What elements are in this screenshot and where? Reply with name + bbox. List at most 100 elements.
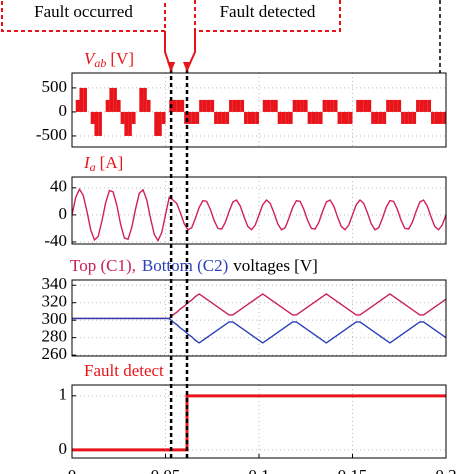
- bar: [120, 111, 125, 124]
- bar: [318, 111, 323, 124]
- bar: [296, 99, 301, 112]
- bar: [337, 111, 342, 124]
- data-line: [72, 187, 446, 243]
- bar: [303, 99, 308, 112]
- bar: [427, 99, 432, 112]
- bar: [128, 111, 132, 136]
- title-symbol: V: [84, 49, 97, 68]
- y-tick-label: -500: [36, 125, 67, 144]
- arrow-head: [167, 62, 176, 72]
- x-tick-label: 0.2: [435, 466, 456, 474]
- bar: [116, 99, 121, 112]
- y-tick-label: 320: [42, 292, 68, 311]
- bar: [326, 99, 331, 112]
- bar: [285, 111, 289, 124]
- bar: [229, 99, 233, 112]
- x-tick-label: 0.1: [248, 466, 269, 474]
- bar: [322, 99, 327, 112]
- bar: [374, 111, 379, 124]
- y-tick-label: -40: [44, 231, 67, 250]
- bar: [113, 87, 117, 112]
- title-text: Fault detect: [84, 361, 164, 380]
- bar: [83, 87, 87, 112]
- y-tick-label: 500: [42, 77, 68, 96]
- bar: [240, 99, 245, 112]
- y-tick-label: 300: [42, 309, 68, 328]
- bar: [412, 111, 417, 124]
- bar: [277, 111, 282, 124]
- bar: [382, 111, 387, 124]
- bar: [75, 99, 80, 112]
- title-symbol: I: [83, 153, 91, 172]
- bar: [98, 111, 102, 136]
- bar: [300, 99, 304, 112]
- bar: [419, 99, 424, 112]
- bar: [434, 111, 439, 124]
- panel-title: Vab [V]: [84, 49, 134, 70]
- bar: [187, 111, 192, 124]
- plot-frame: [71, 176, 447, 245]
- plot-area: [72, 293, 446, 344]
- plot-area: [72, 187, 446, 243]
- annotation-box: [1, 0, 166, 32]
- annotation-text: Fault detected: [220, 2, 316, 21]
- bar: [90, 111, 95, 124]
- bar: [389, 99, 394, 112]
- bar: [195, 111, 200, 124]
- annotation-box: [194, 0, 341, 32]
- bar: [247, 111, 252, 124]
- bar: [206, 99, 211, 112]
- bar: [161, 111, 166, 124]
- legend-entry: Bottom (C2): [142, 256, 228, 275]
- bar: [172, 99, 177, 112]
- bar: [292, 99, 297, 112]
- bar: [386, 99, 390, 112]
- y-tick-label: 260: [42, 344, 68, 363]
- legend-entry: Top (C1),: [70, 256, 136, 275]
- bar: [154, 111, 159, 136]
- bar: [158, 111, 162, 136]
- bar: [408, 111, 413, 124]
- bar: [401, 111, 405, 124]
- bar: [255, 111, 259, 124]
- bar: [363, 99, 368, 112]
- bar: [105, 99, 110, 112]
- bar: [176, 99, 181, 112]
- bar: [356, 99, 360, 112]
- bar: [124, 111, 129, 136]
- plot-frame: [71, 279, 447, 357]
- panel-title: Ia [A]: [83, 153, 123, 174]
- bar: [184, 111, 188, 124]
- panel-title: Top (C1), Bottom (C2) voltages [V]: [70, 256, 318, 275]
- y-tick-label: 40: [50, 177, 67, 196]
- bar: [214, 111, 218, 124]
- bar: [270, 99, 274, 112]
- bar: [191, 111, 196, 124]
- bar: [262, 99, 267, 112]
- title-subscript: ab: [94, 56, 106, 70]
- bar: [281, 111, 286, 124]
- y-tick-label: 0: [59, 204, 68, 223]
- panel-title: Fault detect: [84, 361, 164, 380]
- y-tick-label: 0: [59, 439, 68, 458]
- bar: [225, 111, 230, 124]
- bar: [333, 99, 338, 112]
- bar: [378, 111, 383, 124]
- bar: [359, 99, 364, 112]
- plot-frame: [71, 72, 447, 148]
- bar: [217, 111, 222, 124]
- bar: [442, 111, 446, 124]
- title-unit: [V]: [110, 49, 134, 68]
- bar: [131, 111, 136, 124]
- bar: [431, 111, 435, 124]
- bar: [273, 99, 278, 112]
- bar: [397, 99, 402, 112]
- bar: [416, 99, 420, 112]
- bar: [221, 111, 226, 124]
- bar: [210, 99, 215, 112]
- bar: [139, 87, 144, 112]
- title-subscript: a: [90, 160, 96, 174]
- bar: [199, 99, 203, 112]
- bar: [438, 111, 443, 124]
